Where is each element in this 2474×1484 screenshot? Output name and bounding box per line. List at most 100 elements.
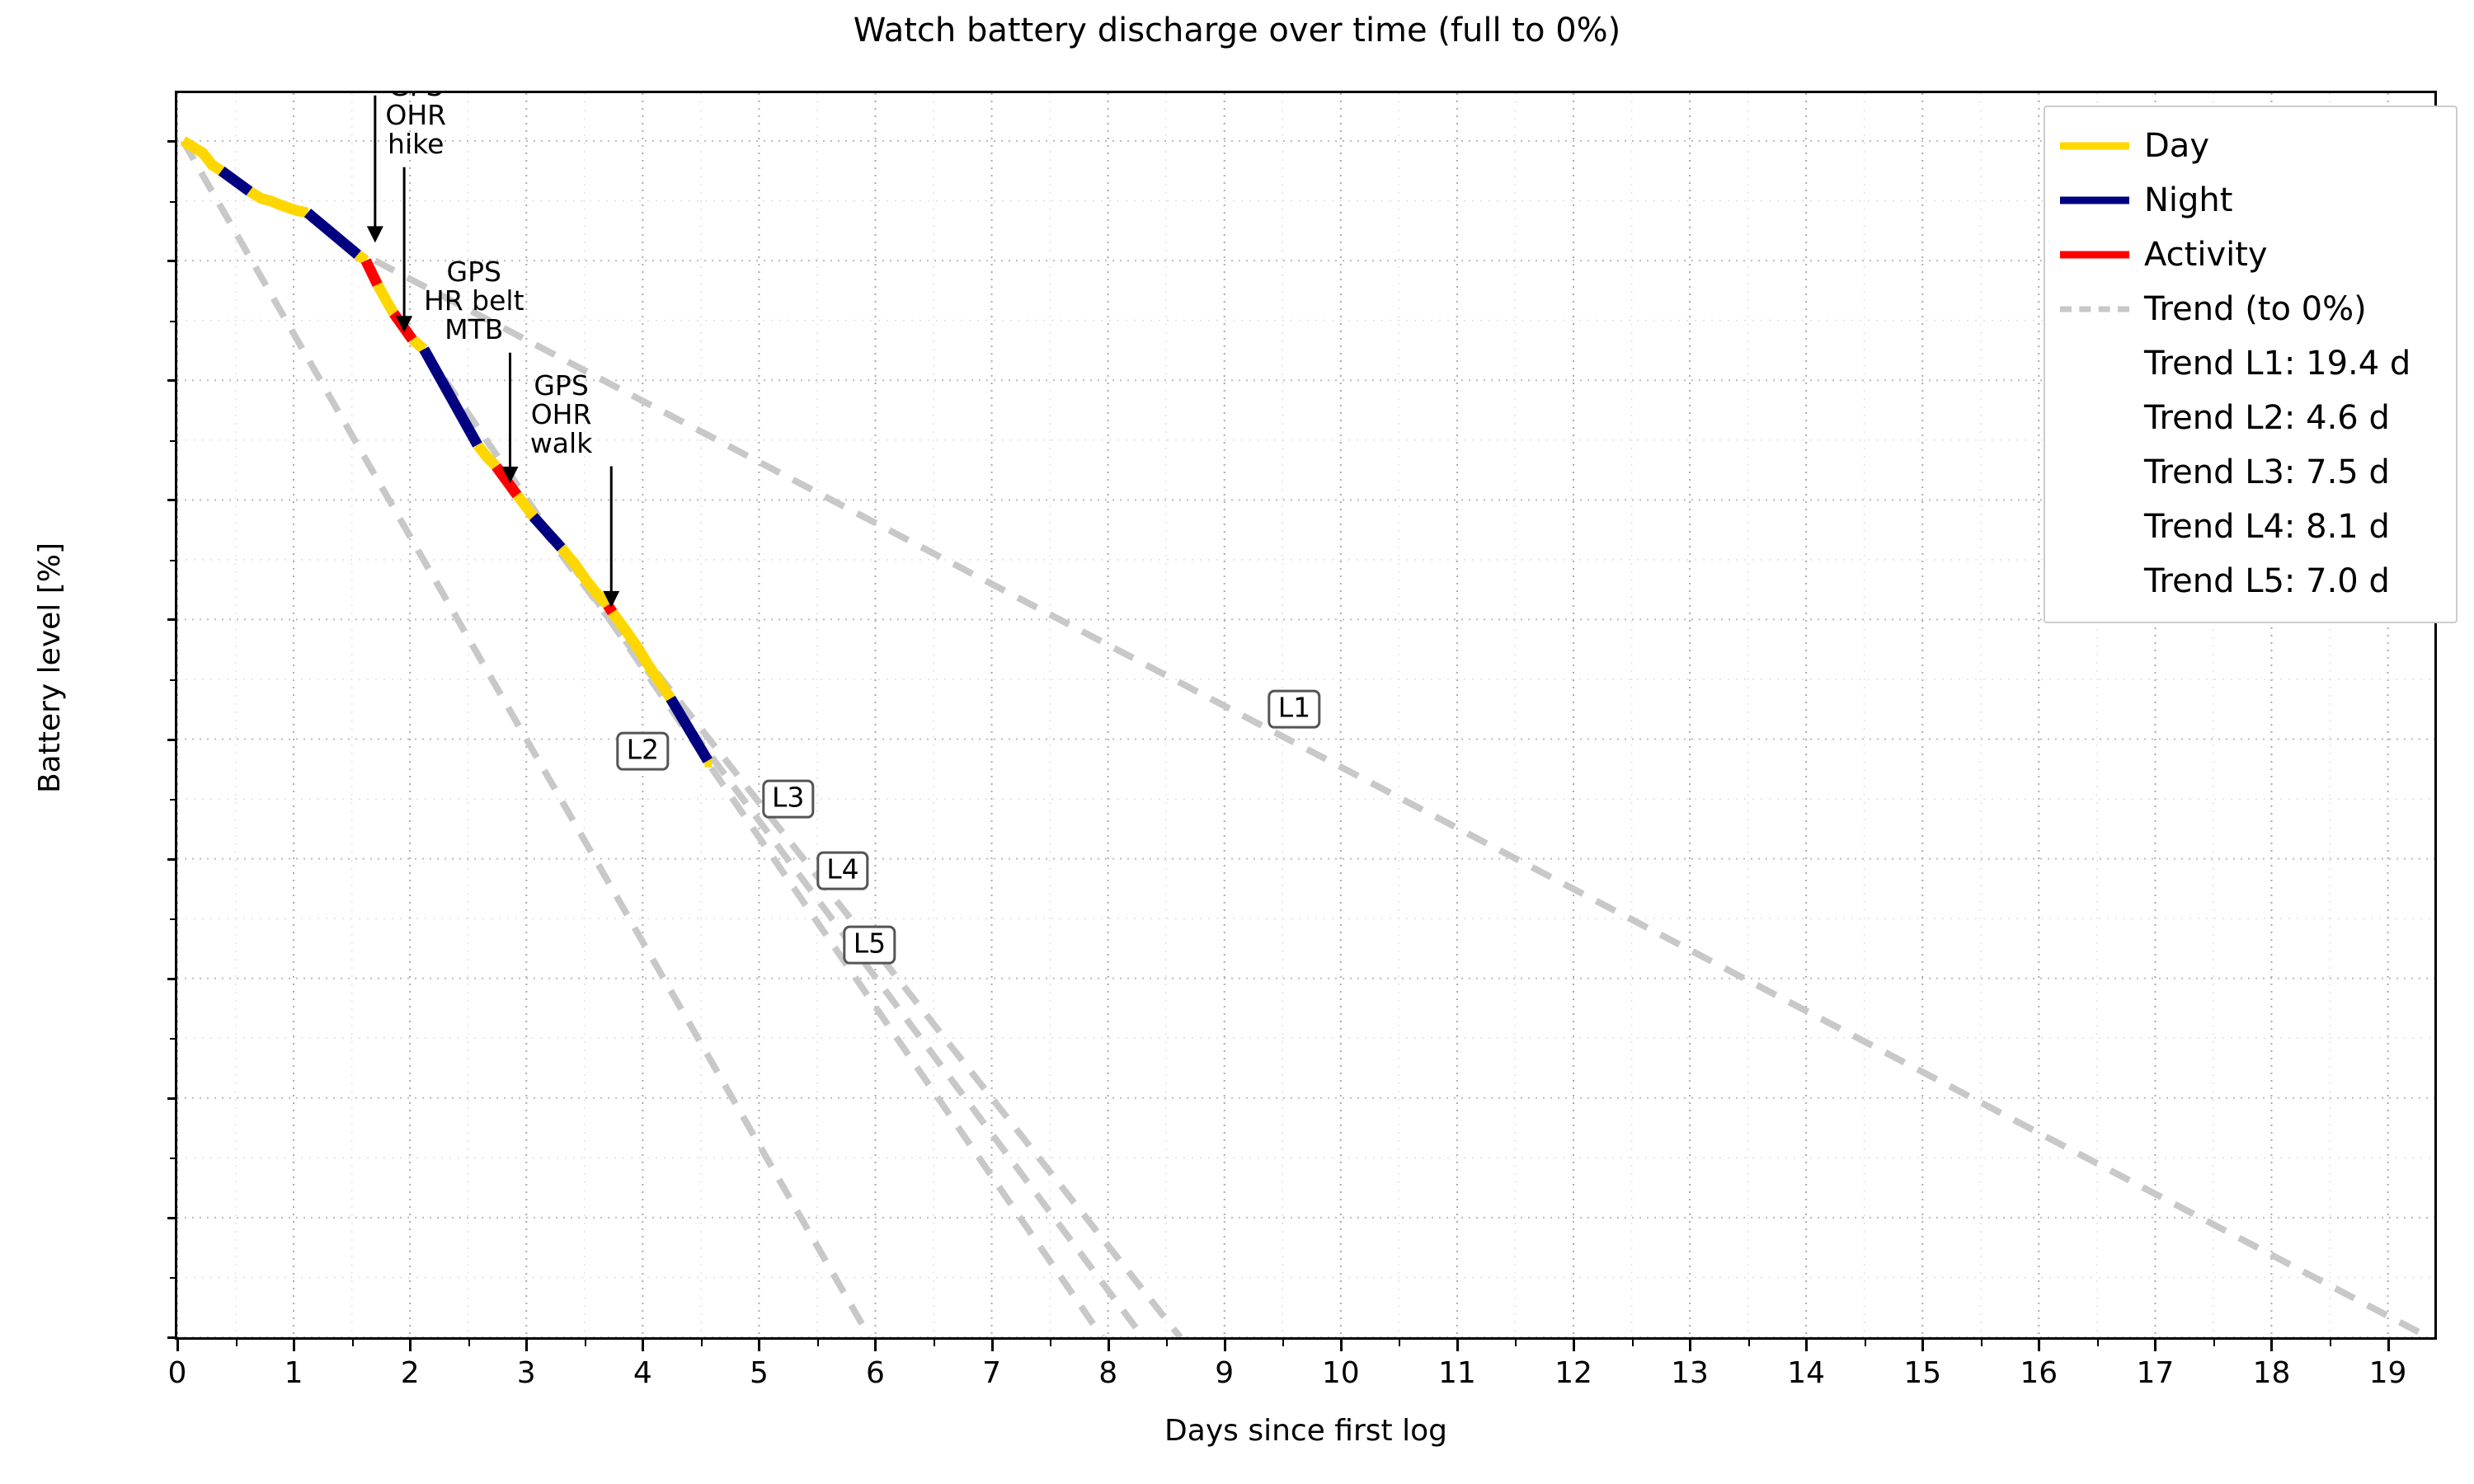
x-tick [1223,1340,1226,1351]
x-tick-label: 0 [167,1356,187,1390]
legend-swatch-icon [2058,336,2131,391]
legend-swatch-icon [2058,173,2131,228]
x-tick-label: 6 [866,1356,885,1390]
y-tick [167,977,177,980]
x-tick-minor [1282,1340,1285,1346]
x-tick-minor [235,1340,238,1346]
x-tick-label: 4 [633,1356,652,1390]
legend-item-label: Trend (to 0%) [2144,290,2367,328]
y-tick [167,1216,177,1219]
x-tick-minor [2213,1340,2215,1346]
y-tick-minor [170,320,176,322]
annotation-arrows [366,95,620,608]
x-tick-label: 10 [1321,1356,1360,1390]
x-tick [525,1340,529,1351]
x-tick [642,1340,645,1351]
x-tick-minor [1399,1340,1401,1346]
x-tick-label: 18 [2252,1356,2291,1390]
y-tick [167,379,177,383]
y-tick-minor [170,679,176,681]
y-tick [167,499,177,502]
x-tick-label: 13 [1671,1356,1709,1390]
legend-item-label: Trend L1: 19.4 d [2144,345,2411,383]
annotation-gps-ohr-walk: GPS OHR walk [529,369,593,460]
legend-swatch-icon [2058,119,2131,173]
x-tick-minor [1864,1340,1866,1346]
y-tick [167,618,177,622]
x-tick-minor [1050,1340,1052,1346]
y-tick-minor [170,439,176,442]
x-tick-label: 16 [2020,1356,2058,1390]
x-tick-minor [1515,1340,1517,1346]
x-tick-minor [584,1340,586,1346]
x-tick-minor [1980,1340,1982,1346]
x-tick [2038,1340,2041,1351]
legend-item-label: Night [2144,181,2233,219]
x-tick-label: 17 [2136,1356,2175,1390]
y-tick [167,857,177,861]
data-series [180,136,713,768]
legend-item-5[interactable]: Trend L2: 4.6 d [2058,391,2443,445]
legend-item-3[interactable]: Trend (to 0%) [2058,282,2443,336]
y-tick-minor [170,559,176,561]
x-axis-label: Days since first log [1164,1414,1447,1448]
legend-item-4[interactable]: Trend L1: 19.4 d [2058,336,2443,391]
x-tick-label: 8 [1098,1356,1118,1390]
legend-item-1[interactable]: Night [2058,173,2443,228]
legend-item-8[interactable]: Trend L5: 7.0 d [2058,554,2443,608]
x-tick-minor [351,1340,354,1346]
y-tick [167,1336,177,1339]
legend-item-label: Trend L4: 8.1 d [2144,508,2390,546]
legend-item-label: Trend L2: 4.6 d [2144,399,2390,437]
legend-item-6[interactable]: Trend L3: 7.5 d [2058,445,2443,500]
x-tick-label: 3 [516,1356,536,1390]
y-tick [167,260,177,263]
page-title: Watch battery discharge over time (full … [853,12,1621,49]
y-tick [167,140,177,143]
y-tick-minor [170,799,176,801]
x-tick-label: 19 [2368,1356,2407,1390]
legend-item-0[interactable]: Day [2058,119,2443,173]
legend-item-label: Activity [2144,236,2268,274]
legend-item-7[interactable]: Trend L4: 8.1 d [2058,500,2443,554]
x-tick [409,1340,412,1351]
x-tick [990,1340,994,1351]
x-tick [758,1340,761,1351]
x-tick [2270,1340,2274,1351]
x-tick-minor [2330,1340,2332,1346]
legend-item-2[interactable]: Activity [2058,228,2443,282]
y-tick-minor [170,1158,176,1160]
x-tick [1805,1340,1808,1351]
x-tick [1107,1340,1110,1351]
y-tick [167,738,177,741]
x-tick [874,1340,877,1351]
annotation-gps-ohr-hike: GPS OHR hike [385,93,447,161]
trend-label-l3: L3 [761,779,815,819]
x-tick-label: 12 [1554,1356,1592,1390]
x-tick [1339,1340,1343,1351]
trend-label-l2: L2 [616,731,670,771]
annotation-gps-hr-belt-mtb: GPS HR belt MTB [423,255,524,346]
x-tick [293,1340,296,1351]
x-tick-minor [2096,1340,2099,1346]
x-tick-label: 11 [1438,1356,1476,1390]
x-tick-minor [1166,1340,1169,1346]
trend-label-l4: L4 [816,851,869,890]
x-tick-label: 1 [284,1356,303,1390]
y-tick-minor [170,918,176,921]
x-tick-label: 7 [982,1356,1002,1390]
x-tick [1456,1340,1459,1351]
legend-swatch-icon [2058,228,2131,282]
x-tick [1689,1340,1692,1351]
chart-legend[interactable]: Day Night Activity Trend (to 0%) Trend L1: 1… [2044,106,2458,623]
x-tick-minor [1631,1340,1634,1346]
x-tick-label: 9 [1215,1356,1235,1390]
y-tick-minor [170,1277,176,1280]
x-tick-label: 5 [749,1356,769,1390]
x-tick [1572,1340,1575,1351]
trend-label-l1: L1 [1268,689,1321,729]
legend-swatch-icon [2058,391,2131,445]
legend-swatch-icon [2058,445,2131,500]
x-tick-minor [468,1340,470,1346]
